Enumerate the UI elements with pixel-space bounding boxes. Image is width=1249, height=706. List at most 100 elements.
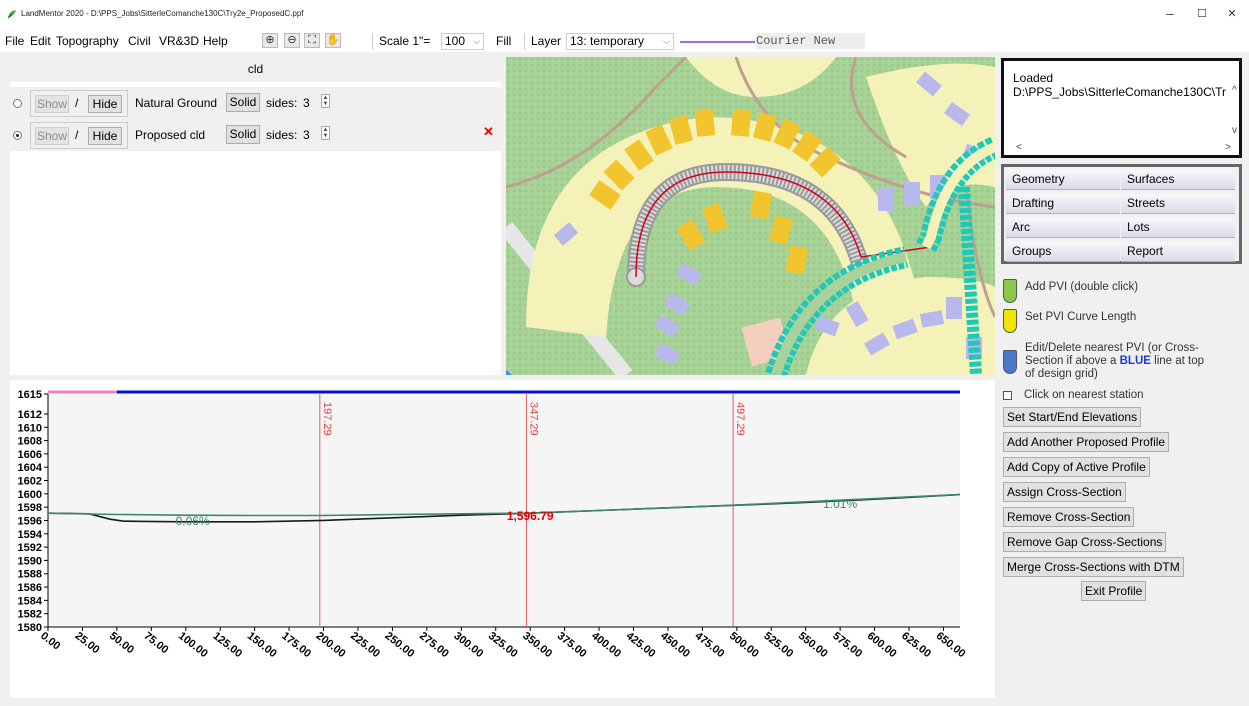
x-tick-label: 575.00 [830, 630, 864, 660]
nearest-station-checkbox[interactable] [1003, 391, 1012, 400]
remove-gap-cross-sections-button[interactable]: Remove Gap Cross-Sections [1003, 532, 1167, 552]
toolbar-divider [372, 33, 373, 50]
add-another-proposed-profile-button[interactable]: Add Another Proposed Profile [1003, 432, 1170, 452]
sides-spinner[interactable]: ▲ ▼ [321, 126, 330, 140]
x-tick-label: 75.00 [141, 630, 170, 656]
y-tick-label: 1592 [18, 542, 42, 554]
sides-label: sides: [266, 128, 298, 142]
y-tick-label: 1604 [18, 462, 43, 474]
assign-cross-section-button[interactable]: Assign Cross-Section [1003, 482, 1126, 502]
sides-value[interactable]: 3 [303, 128, 310, 142]
tab-report[interactable]: Report [1121, 241, 1235, 262]
pan-hand-icon[interactable]: ✋ [325, 33, 341, 48]
tool-tabs: Geometry Surfaces Drafting Streets Arc L… [1001, 164, 1242, 264]
surfaces-panel: cld Show / Hide Natural Ground Solid sid… [10, 57, 501, 375]
solid-button[interactable]: Solid [226, 93, 260, 112]
tab-streets[interactable]: Streets [1121, 193, 1235, 214]
surface-row-natural-ground: Show / Hide Natural Ground Solid sides: … [10, 87, 501, 119]
add-pvi-icon[interactable] [1003, 279, 1017, 303]
tab-surfaces[interactable]: Surfaces [1121, 169, 1235, 190]
y-tick-label: 1596 [18, 515, 42, 527]
menu-vr3d[interactable]: VR&3D [159, 34, 200, 48]
add-copy-of-active-profile-button[interactable]: Add Copy of Active Profile [1003, 457, 1150, 477]
x-tick-label: 600.00 [865, 630, 899, 660]
plan-map-view[interactable] [506, 57, 995, 375]
tool-label-line: line at top [1150, 355, 1205, 367]
tab-lots[interactable]: Lots [1121, 217, 1235, 238]
profile-chart-panel[interactable]: 1615 1612 1610 1608 1606 1604 1602 1600 1598 1596… [10, 380, 995, 698]
y-tick-label: 1606 [18, 449, 42, 461]
line-style-swatch[interactable] [680, 41, 755, 43]
show-button[interactable]: Show [35, 127, 69, 145]
layer-select[interactable]: 13: temporary ⌵ [566, 33, 674, 50]
font-selector[interactable]: Courier New [756, 33, 866, 49]
log-horizontal-scrollbar[interactable]: < > [1016, 142, 1231, 154]
merge-cross-sections-button[interactable]: Merge Cross-Sections with DTM [1003, 557, 1184, 577]
menu-help[interactable]: Help [203, 34, 228, 48]
sides-spinner[interactable]: ▲ ▼ [321, 94, 330, 108]
tool-set-pvi-curve[interactable]: Set PVI Curve Length [1003, 309, 1238, 337]
x-tick-label: 550.00 [796, 630, 830, 660]
maximize-button[interactable]: ☐ [1197, 8, 1207, 20]
surface-radio[interactable] [13, 131, 22, 140]
tab-geometry[interactable]: Geometry [1006, 169, 1120, 190]
tool-label: Add PVI (double click) [1025, 281, 1139, 293]
chevron-left-icon[interactable]: < [1016, 142, 1022, 153]
surfaces-header: cld [10, 57, 501, 82]
remove-cross-section-button[interactable]: Remove Cross-Section [1003, 507, 1135, 527]
menu-file[interactable]: File [5, 34, 25, 48]
tool-label-line: Edit/Delete nearest PVI (or Cross- [1025, 342, 1199, 354]
menu-bar: File Edit Topography Civil VR&3D Help ⊕ … [0, 30, 1249, 52]
y-tick-label: 1594 [18, 529, 43, 541]
log-vertical-scrollbar[interactable]: ^ v [1232, 85, 1237, 136]
edit-pvi-icon[interactable] [1003, 350, 1017, 374]
pvi-curve-icon[interactable] [1003, 309, 1017, 333]
tab-groups[interactable]: Groups [1006, 241, 1120, 262]
zoom-in-icon[interactable]: ⊕ [262, 33, 278, 48]
x-tick-label: 150.00 [245, 630, 279, 660]
chevron-down-icon: ⌵ [473, 36, 480, 46]
tab-drafting[interactable]: Drafting [1006, 193, 1120, 214]
y-tick-label: 1612 [18, 409, 42, 421]
x-tick-label: 200.00 [314, 630, 348, 660]
fill-button[interactable]: Fill [496, 34, 512, 48]
title-bar: LandMentor 2020 - D:\PPS_Jobs\SitterleCo… [0, 0, 1249, 30]
menu-topography[interactable]: Topography [56, 34, 119, 48]
menu-civil[interactable]: Civil [128, 34, 151, 48]
delete-surface-icon[interactable]: ✕ [483, 124, 494, 139]
sides-value[interactable]: 3 [303, 96, 310, 110]
tool-add-pvi[interactable]: Add PVI (double click) [1003, 279, 1238, 307]
minimize-button[interactable]: – [1166, 6, 1174, 21]
surface-name: Proposed cld [135, 128, 206, 142]
x-tick-label: 500.00 [727, 630, 761, 660]
toolbar-divider [524, 33, 525, 50]
y-tick-label: 1590 [18, 555, 42, 567]
right-panel: Loaded D:\PPS_Jobs\SitterleComanche130C\… [998, 57, 1249, 702]
log-line: D:\PPS_Jobs\SitterleComanche130C\Tr [1013, 85, 1226, 99]
scale-select[interactable]: 100 ⌵ [441, 33, 484, 50]
log-text: Loaded D:\PPS_Jobs\SitterleComanche130C\… [1013, 71, 1228, 99]
surface-name: Natural Ground [135, 96, 218, 110]
blue-keyword: BLUE [1119, 355, 1151, 367]
zoom-out-icon[interactable]: ⊖ [284, 33, 300, 48]
elevation-label: 1,596.79 [507, 509, 554, 523]
tab-arc[interactable]: Arc [1006, 217, 1120, 238]
zoom-extents-icon[interactable]: ⛶ [304, 33, 320, 48]
grade-label: 1.01% [823, 497, 857, 511]
hide-button[interactable]: Hide [88, 95, 122, 113]
close-button[interactable]: ✕ [1227, 8, 1237, 20]
solid-button[interactable]: Solid [226, 125, 260, 144]
pvi-station-label: 197.29 [321, 402, 333, 436]
exit-profile-button[interactable]: Exit Profile [1081, 581, 1147, 601]
hide-button[interactable]: Hide [88, 127, 122, 145]
x-tick-label: 625.00 [899, 630, 933, 660]
surface-row-proposed-cld: Show / Hide Proposed cld Solid sides: 3 … [10, 119, 501, 151]
tool-edit-delete-pvi[interactable]: Edit/Delete nearest PVI (or Cross- Secti… [1003, 342, 1238, 384]
surface-radio[interactable] [13, 99, 22, 108]
show-button[interactable]: Show [35, 95, 69, 113]
chevron-right-icon[interactable]: > [1225, 142, 1231, 153]
set-start-end-elevations-button[interactable]: Set Start/End Elevations [1003, 407, 1142, 427]
x-tick-label: 25.00 [73, 630, 102, 656]
menu-edit[interactable]: Edit [30, 34, 51, 48]
